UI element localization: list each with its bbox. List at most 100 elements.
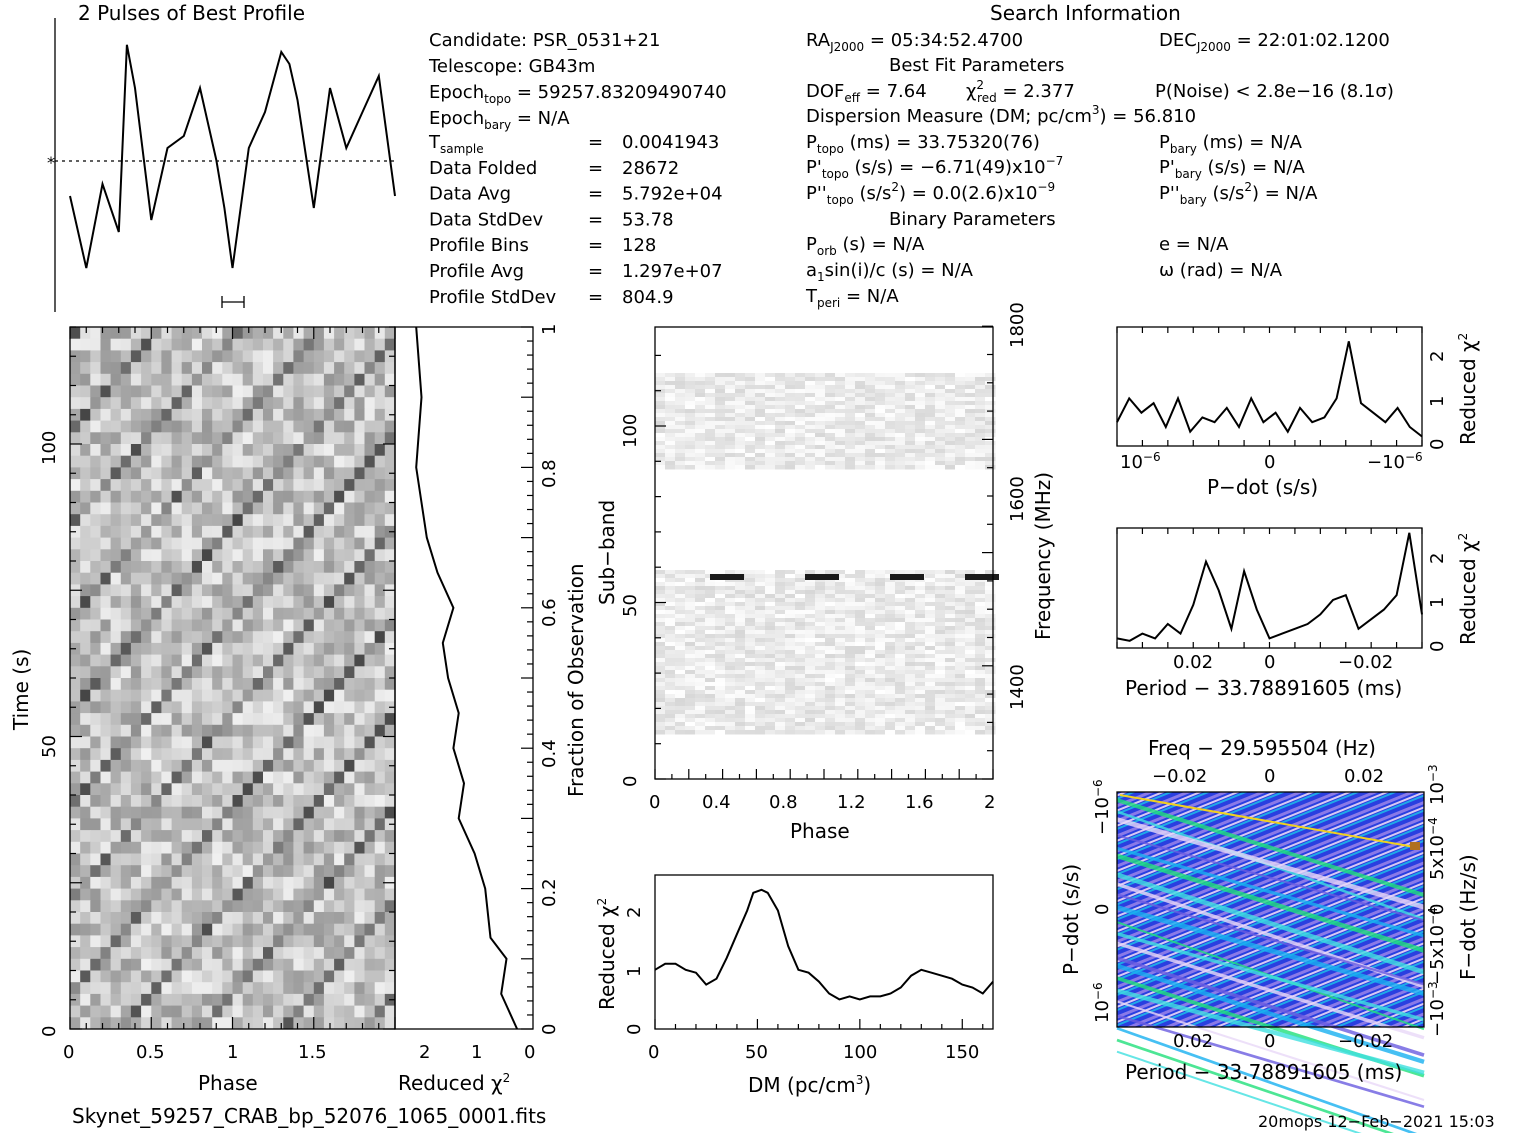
heat-cell [374, 596, 386, 609]
heat-cell [130, 432, 142, 445]
heat-cell [232, 795, 244, 808]
heat-cell [70, 923, 81, 936]
subband-cell [815, 373, 826, 378]
heat-cell [70, 327, 81, 340]
subband-cell [695, 714, 706, 719]
subband-cell [725, 421, 736, 426]
heat-cell [323, 350, 335, 363]
subband-cell [855, 602, 866, 607]
subband-cell [825, 662, 836, 667]
subband-cell [785, 670, 796, 675]
subband-cell [975, 702, 986, 707]
heat-cell [323, 736, 335, 749]
heat-cell [273, 432, 284, 445]
heat-cell [354, 619, 366, 632]
heat-cell [222, 525, 233, 539]
subband-cell [935, 582, 946, 587]
subband-cell [835, 385, 846, 390]
subband-cell [715, 385, 726, 390]
heat-cell [100, 935, 112, 948]
subband-cell [875, 706, 886, 711]
subband-cell [695, 646, 706, 651]
heat-cell [151, 479, 162, 492]
heat-cell [313, 596, 325, 609]
subband-cell [955, 429, 966, 434]
heat-cell [222, 549, 233, 562]
heat-cell [283, 830, 294, 843]
subband-cell [945, 710, 956, 715]
subband-cell [675, 722, 686, 727]
subband-cell [755, 606, 766, 611]
subband-cell [845, 614, 856, 619]
heat-cell [110, 420, 122, 433]
heat-cell [151, 432, 162, 445]
heat-cell [110, 373, 122, 386]
subband-cell [925, 706, 936, 711]
subband-cell [735, 582, 746, 587]
heat-cell [202, 397, 213, 410]
subband-cell [755, 698, 766, 703]
pdot-xtick: −10−6 [1367, 450, 1423, 473]
info-row-value: 0.0041943 [622, 132, 719, 153]
heat-cell [181, 619, 193, 632]
subband-cell [855, 614, 866, 619]
subband-cell [925, 453, 936, 458]
subband-cell [915, 598, 926, 603]
heat-cell [80, 619, 91, 632]
subband-cell [845, 397, 856, 402]
subband-cell [975, 578, 986, 583]
subband-cell [815, 678, 826, 683]
subband-cell [985, 658, 996, 663]
heat-cell [202, 479, 213, 492]
heat-cell [283, 338, 294, 351]
subband-cell [925, 702, 936, 707]
heat-cell [303, 572, 315, 585]
heat-cell [374, 1017, 386, 1030]
heat-cell [323, 771, 335, 784]
subband-cell [965, 385, 976, 390]
subband-cell [775, 686, 786, 691]
subband-cell [875, 718, 886, 723]
heat-cell [354, 713, 366, 726]
info-row-eq: = [588, 209, 603, 230]
heat-cell [212, 912, 223, 925]
subband-cell [915, 582, 926, 587]
subband-cell [915, 634, 926, 639]
heat-cell [263, 795, 274, 808]
heat-cell [130, 607, 142, 620]
info-row-label: Profile Bins [429, 235, 529, 256]
subband-cell [795, 646, 806, 651]
subband-cell [835, 698, 846, 703]
heat-cell [80, 923, 91, 936]
heat-cell [252, 876, 264, 890]
heat-cell [120, 654, 132, 667]
pdot-ytick: 2 [1427, 351, 1448, 362]
subband-cell [695, 453, 706, 458]
heat-cell [202, 900, 213, 913]
subband-cell [775, 650, 786, 655]
heat-cell [181, 701, 193, 714]
heat-cell [303, 619, 315, 632]
heat-cell [323, 841, 335, 854]
heat-cell [263, 1005, 274, 1018]
heat-cell [232, 713, 244, 726]
heat-cell [344, 993, 355, 1007]
subband-cell [845, 453, 856, 458]
heat-cell [222, 490, 233, 503]
subband-cell [765, 385, 776, 390]
heat-cell [222, 935, 233, 948]
heat-cell [354, 900, 366, 913]
heat-cell [80, 982, 91, 995]
dm-ytick: 1 [624, 966, 645, 977]
subband-cell [765, 698, 776, 703]
heat-cell [222, 759, 233, 773]
heat-cell [70, 549, 81, 562]
heat-cell [80, 327, 91, 340]
subband-cell [675, 590, 686, 595]
heat-cell [120, 993, 132, 1007]
subband-cell [695, 690, 706, 695]
subband-cell [865, 429, 876, 434]
subband-cell [935, 425, 946, 430]
heat-cell [80, 385, 91, 398]
subband-cell [875, 574, 886, 579]
